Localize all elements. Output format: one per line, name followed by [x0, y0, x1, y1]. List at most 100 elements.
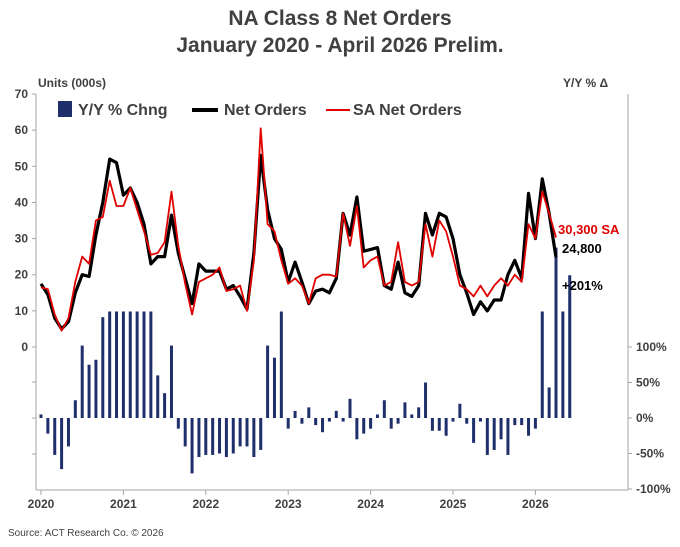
- x-tick-label: 2020: [28, 497, 55, 511]
- chart-title: NA Class 8 Net Orders: [228, 7, 452, 30]
- yoy-bar: [121, 311, 125, 418]
- yoy-bar: [520, 418, 524, 426]
- yoy-bar: [396, 418, 400, 424]
- yoy-bar: [135, 311, 139, 418]
- yoy-bar: [272, 357, 276, 418]
- yoy-bar: [80, 345, 84, 418]
- yoy-bar: [478, 418, 482, 422]
- left-tick-label: 50: [15, 159, 29, 173]
- yoy-bar: [506, 418, 510, 455]
- yoy-bar: [417, 407, 421, 418]
- yoy-bar: [465, 418, 469, 424]
- yoy-bar: [156, 375, 160, 418]
- yoy-bar: [149, 311, 153, 418]
- yoy-bar: [527, 418, 531, 436]
- yoy-bar: [410, 414, 414, 418]
- yoy-bar: [334, 410, 338, 418]
- left-tick-label: 0: [21, 340, 28, 354]
- yoy-bar: [224, 418, 228, 458]
- yoy-bar: [252, 418, 256, 458]
- yoy-bar: [492, 418, 496, 450]
- yoy-bar: [87, 364, 91, 418]
- yoy-bar: [190, 418, 194, 474]
- left-tick-label: 10: [15, 304, 29, 318]
- yoy-bar: [362, 418, 366, 434]
- yoy-bar: [430, 418, 434, 431]
- yoy-bar: [66, 418, 70, 447]
- yoy-bar: [211, 418, 215, 455]
- order-lines: [39, 127, 558, 332]
- yoy-bar: [238, 418, 242, 447]
- x-tick-label: 2024: [357, 497, 384, 511]
- right-tick-label: 50%: [636, 376, 660, 390]
- net-orders-line: [39, 153, 558, 331]
- x-tick-label: 2021: [110, 497, 137, 511]
- yoy-bar: [382, 400, 386, 418]
- yoy-bar: [39, 414, 43, 418]
- yoy-bar: [60, 418, 64, 470]
- chart-subtitle: January 2020 - April 2026 Prelim.: [176, 34, 504, 57]
- yoy-bar: [115, 311, 119, 418]
- yoy-bar: [245, 418, 249, 447]
- legend-label-net: Net Orders: [224, 102, 307, 119]
- left-tick-label: 70: [15, 87, 29, 101]
- yoy-bar: [458, 403, 462, 418]
- left-tick-label: 40: [15, 195, 29, 209]
- yoy-bar: [307, 407, 311, 418]
- yoy-bar: [424, 382, 428, 418]
- chart-axes: 70 60 50 40 30 20 10 0 100% 50% 0% -50% -100% 2020 202…: [15, 87, 671, 511]
- yoy-bar: [369, 418, 373, 429]
- yoy-bar: [231, 418, 235, 454]
- chart-legend: Y/Y % Chng Net Orders SA Net Orders: [58, 101, 462, 119]
- yoy-bar: [554, 247, 558, 418]
- yoy-bar: [218, 418, 222, 454]
- yoy-bar: [451, 418, 455, 422]
- x-tick-label: 2023: [275, 497, 302, 511]
- yoy-bar: [163, 393, 167, 418]
- yoy-bar: [547, 387, 551, 418]
- yoy-bar: [286, 418, 290, 429]
- right-tick-label: -100%: [636, 482, 671, 496]
- yoy-bar: [355, 418, 359, 440]
- yoy-bar: [561, 311, 565, 418]
- yoy-bar: [533, 418, 537, 429]
- yoy-bar: [197, 418, 201, 458]
- yoy-bar: [176, 418, 180, 429]
- yoy-bar: [314, 418, 318, 426]
- yoy-bar: [293, 410, 297, 418]
- yoy-bar: [348, 398, 352, 418]
- yoy-bar: [568, 275, 572, 418]
- x-tick-label: 2026: [522, 497, 549, 511]
- yoy-bar: [485, 418, 489, 455]
- x-tick-label: 2022: [192, 497, 219, 511]
- annotation-sa: 30,300 SA: [558, 222, 620, 237]
- x-tick-label: 2025: [440, 497, 467, 511]
- annotation-yoy: +201%: [562, 278, 603, 293]
- left-tick-label: 20: [15, 268, 29, 282]
- yoy-bar: [389, 418, 393, 429]
- yoy-bar: [94, 359, 98, 418]
- yoy-bar: [108, 311, 112, 418]
- yoy-bar: [444, 418, 448, 436]
- annotation-net: 24,800: [562, 241, 602, 256]
- right-tick-label: 0%: [636, 411, 654, 425]
- yoy-bar: [513, 418, 517, 426]
- left-tick-label: 60: [15, 123, 29, 137]
- legend-label-yoy: Y/Y % Chng: [78, 102, 168, 119]
- right-axis-label: Y/Y % Δ: [563, 76, 609, 90]
- yoy-bar: [101, 317, 105, 418]
- yoy-bar: [375, 414, 379, 418]
- legend-label-sa: SA Net Orders: [353, 102, 462, 119]
- yoy-bar: [279, 311, 283, 418]
- yoy-bars: [39, 247, 572, 474]
- left-axis-label: Units (000s): [38, 76, 107, 90]
- yoy-bar: [327, 418, 331, 422]
- yoy-bar: [403, 402, 407, 418]
- right-tick-label: -50%: [636, 447, 664, 461]
- yoy-bar: [472, 418, 476, 443]
- yoy-bar: [46, 418, 50, 434]
- yoy-bar: [300, 418, 304, 424]
- legend-swatch-yoy: [58, 101, 72, 117]
- yoy-bar: [266, 345, 270, 418]
